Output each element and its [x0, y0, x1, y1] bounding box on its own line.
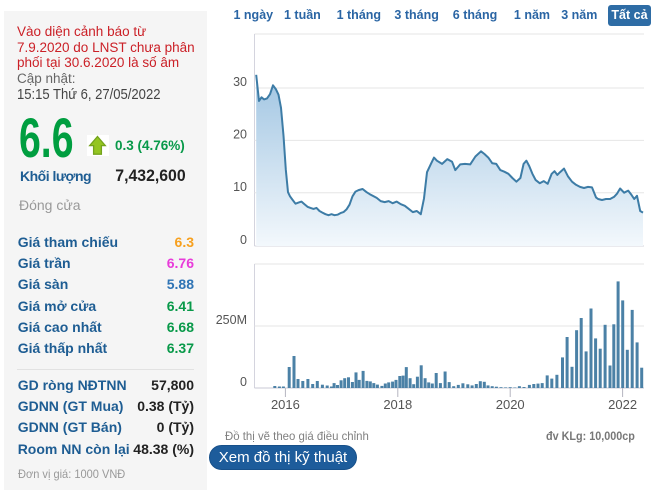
svg-text:10: 10 [233, 180, 247, 194]
svg-text:2020: 2020 [496, 397, 525, 412]
svg-text:2018: 2018 [383, 397, 412, 412]
svg-text:2016: 2016 [271, 397, 300, 412]
svg-text:0: 0 [240, 375, 247, 389]
svg-text:20: 20 [233, 128, 247, 142]
svg-text:0: 0 [240, 233, 247, 247]
svg-text:30: 30 [233, 75, 247, 89]
svg-text:2022: 2022 [608, 397, 637, 412]
svg-text:250M: 250M [216, 313, 247, 327]
